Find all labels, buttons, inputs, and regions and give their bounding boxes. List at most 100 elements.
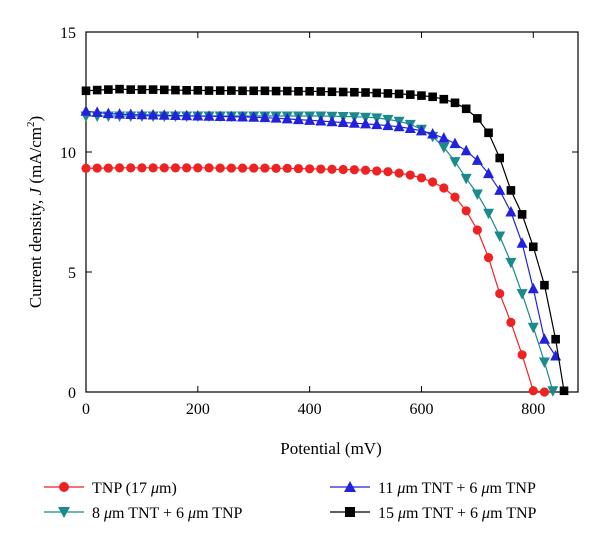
- data-point: [171, 85, 180, 95]
- data-point: [102, 107, 114, 119]
- legend-marker-square: [345, 507, 355, 517]
- data-point: [371, 118, 383, 130]
- data-point: [137, 85, 147, 94]
- data-point: [147, 109, 159, 120]
- data-point: [393, 120, 405, 132]
- data-point: [538, 357, 550, 368]
- svg-text:8 μm TNT + 6 μm TNP: 8 μm TNT + 6 μm TNP: [92, 505, 243, 522]
- data-point: [170, 163, 181, 173]
- data-point: [404, 122, 416, 133]
- data-point: [449, 157, 461, 168]
- data-point: [248, 111, 260, 122]
- data-point: [550, 350, 562, 361]
- y-axis-label: Current density, J (mA/cm2): [25, 116, 45, 308]
- y-tick-label: 15: [60, 25, 76, 42]
- data-point: [203, 110, 215, 121]
- data-point: [539, 387, 550, 397]
- data-point: [472, 225, 482, 235]
- data-point: [483, 253, 494, 263]
- data-point: [159, 85, 169, 95]
- data-point: [438, 132, 450, 143]
- data-point: [450, 192, 460, 202]
- data-point: [238, 86, 247, 96]
- data-point: [126, 163, 136, 173]
- legend-item-8um: 8 μm TNT + 6 μm TNP: [44, 505, 243, 522]
- data-point: [527, 282, 539, 294]
- legend-item-11um: 11 μm TNT + 6 μm TNP: [330, 480, 536, 497]
- data-point: [182, 86, 191, 95]
- svg-text:TNP (17 μm): TNP (17 μm): [92, 480, 177, 497]
- series-0: [81, 163, 550, 397]
- data-point: [461, 104, 471, 114]
- data-point: [438, 142, 450, 154]
- legend-marker-circle: [59, 482, 69, 492]
- data-point: [483, 167, 495, 179]
- data-point: [270, 112, 282, 123]
- data-point: [192, 110, 204, 121]
- data-point: [169, 109, 181, 121]
- data-point: [271, 86, 281, 96]
- data-point: [348, 117, 360, 128]
- data-point: [81, 86, 91, 96]
- data-point: [204, 86, 214, 95]
- data-point: [237, 110, 249, 122]
- data-point: [471, 189, 483, 200]
- data-point: [527, 322, 539, 334]
- data-point: [540, 280, 549, 290]
- data-point: [516, 289, 528, 300]
- data-point: [227, 86, 236, 95]
- svg-text:15 μm TNT + 6 μm TNP: 15 μm TNT + 6 μm TNP: [378, 505, 537, 522]
- data-point: [193, 163, 203, 173]
- data-point: [158, 109, 170, 120]
- data-point: [528, 242, 538, 252]
- x-tick-label: 400: [298, 401, 322, 418]
- data-point: [460, 144, 472, 156]
- data-point: [249, 86, 259, 96]
- data-point: [473, 114, 482, 123]
- data-point: [450, 98, 460, 108]
- data-point: [182, 163, 192, 173]
- data-point: [506, 317, 516, 327]
- data-point: [316, 164, 326, 174]
- data-point: [338, 164, 348, 175]
- data-point: [115, 84, 124, 94]
- data-point: [372, 166, 382, 176]
- legend: TNP (17 μm) 8 μm TNT + 6 μm TNP 11 μm TN…: [44, 480, 537, 522]
- data-point: [382, 119, 394, 131]
- x-tick-label: 200: [186, 401, 210, 418]
- series-layer: [80, 84, 569, 397]
- data-point: [360, 165, 371, 175]
- data-point: [415, 124, 427, 136]
- data-point: [81, 163, 91, 173]
- plot-frame: [85, 31, 579, 393]
- data-point: [551, 334, 560, 344]
- data-point: [293, 163, 304, 174]
- series-line: [85, 110, 557, 357]
- data-point: [137, 163, 147, 173]
- data-point: [405, 90, 415, 99]
- svg-text:11 μm TNT + 6 μm TNP: 11 μm TNT + 6 μm TNP: [378, 480, 536, 497]
- data-point: [92, 163, 102, 173]
- data-point: [292, 113, 304, 125]
- data-point: [349, 165, 359, 175]
- y-tick-label: 5: [68, 265, 76, 282]
- data-point: [495, 153, 505, 163]
- data-point: [304, 114, 316, 125]
- x-axis-label: Potential (mV): [280, 439, 382, 458]
- data-point: [91, 106, 103, 117]
- data-point: [494, 184, 506, 195]
- data-point: [360, 117, 372, 129]
- data-point: [316, 87, 326, 96]
- data-point: [428, 177, 438, 187]
- data-point: [114, 163, 125, 173]
- data-point: [516, 237, 528, 248]
- data-point: [337, 116, 349, 127]
- data-point: [383, 167, 393, 177]
- legend-item-15um: 15 μm TNT + 6 μm TNP: [330, 505, 537, 522]
- data-point: [528, 386, 538, 396]
- series-line: [85, 167, 545, 393]
- data-point: [136, 108, 148, 120]
- data-point: [405, 170, 415, 180]
